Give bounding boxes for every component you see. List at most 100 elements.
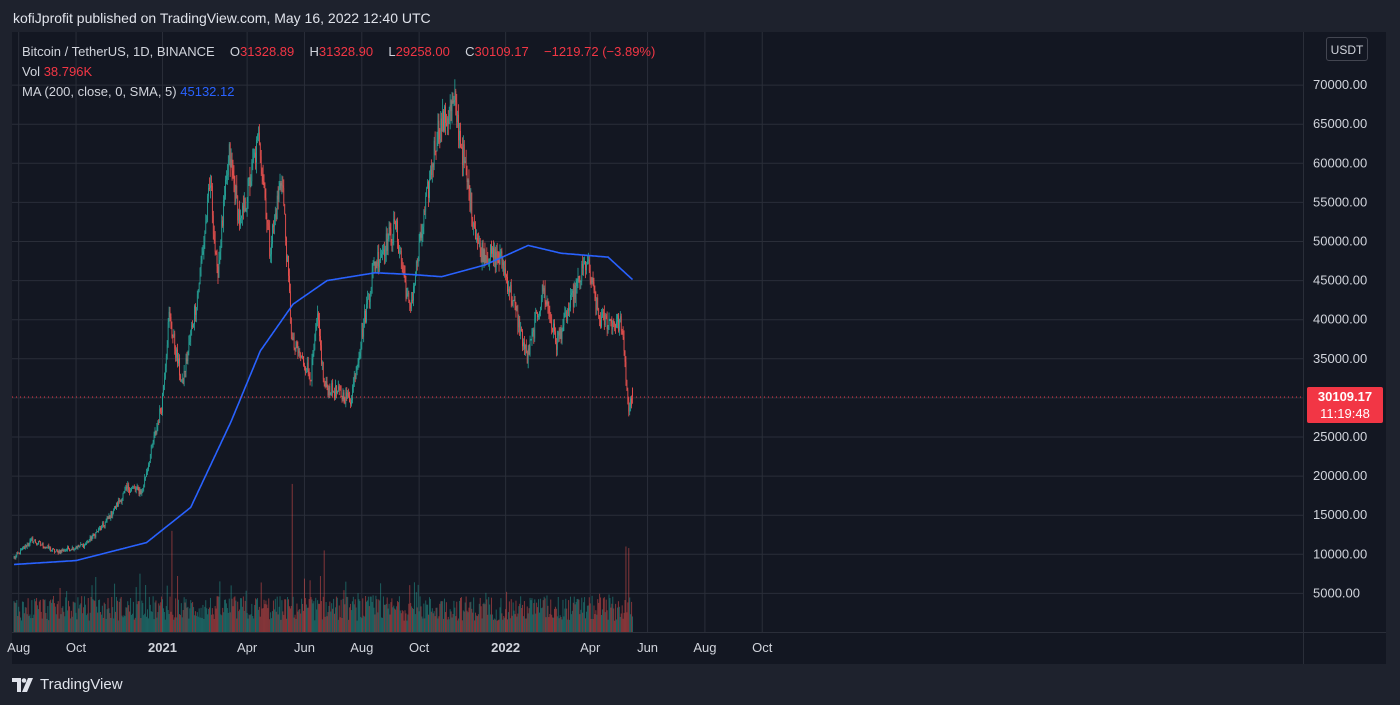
volume-bar <box>225 603 227 632</box>
candle-body <box>418 242 420 259</box>
volume-bar <box>205 600 207 632</box>
candle-body <box>146 472 147 477</box>
volume-bar <box>146 609 148 632</box>
candle-body <box>128 484 130 490</box>
chart-frame[interactable] <box>12 32 1386 664</box>
volume-bar <box>488 597 490 632</box>
candle-body <box>267 222 269 226</box>
candle-body <box>79 545 81 547</box>
volume-bar <box>522 604 524 632</box>
volume-bar <box>42 598 44 632</box>
volume-bar <box>399 610 401 632</box>
candle-body <box>552 327 553 332</box>
candle-body <box>17 553 19 554</box>
volume-bar <box>551 614 553 632</box>
candle-body <box>177 349 178 364</box>
candle-body <box>124 489 126 491</box>
volume-bar <box>92 599 94 632</box>
candle-body <box>404 274 406 283</box>
candle-body <box>337 390 338 394</box>
candle-body <box>45 547 47 549</box>
volume-bar <box>540 608 542 632</box>
volume-bar <box>620 613 622 632</box>
candle-body <box>444 106 445 131</box>
candle-body <box>522 330 523 347</box>
volume-bar <box>90 596 92 632</box>
candle-body <box>160 408 161 412</box>
candle-body <box>70 549 72 551</box>
volume-bar <box>589 603 591 632</box>
volume-bar <box>235 600 237 632</box>
volume-bar <box>350 610 352 632</box>
candle-body <box>46 547 48 549</box>
candle-body <box>395 220 396 230</box>
volume-bar <box>501 613 503 632</box>
volume-bar <box>220 614 222 632</box>
candle-body <box>469 190 471 211</box>
candle-body <box>290 291 291 318</box>
candle-body <box>413 286 414 301</box>
candle-body <box>329 386 331 395</box>
candle-body <box>600 319 601 327</box>
volume-bar <box>196 612 198 632</box>
volume-bar <box>385 603 387 632</box>
volume-bar <box>23 613 25 632</box>
candle-body <box>60 549 62 554</box>
volume-bar <box>536 602 538 632</box>
candle-body <box>35 540 36 543</box>
volume-bar <box>240 598 242 632</box>
volume-bar <box>268 598 270 632</box>
candle-body <box>373 261 375 264</box>
volume-bar <box>110 617 112 632</box>
candle-body <box>479 242 481 250</box>
volume-bar <box>559 615 561 632</box>
volume-bar <box>401 610 403 632</box>
volume-bar <box>238 611 240 632</box>
volume-bar <box>507 612 509 632</box>
volume-bar <box>519 603 521 632</box>
candle-body <box>318 313 319 321</box>
candle-body <box>437 120 439 143</box>
candle-body <box>515 302 517 311</box>
candle-body <box>292 337 294 341</box>
volume-bar <box>417 584 419 632</box>
volume-bar <box>343 590 345 632</box>
volume-bar <box>413 582 415 632</box>
candle-body <box>352 382 354 388</box>
volume-bar <box>412 608 414 632</box>
candle-body <box>220 247 222 252</box>
candle-body <box>86 541 88 543</box>
volume-bar <box>482 603 484 632</box>
volume-bar <box>603 597 605 632</box>
volume-bar <box>341 618 343 632</box>
volume-bar <box>28 616 30 632</box>
volume-bar <box>403 620 405 632</box>
volume-bar <box>594 614 596 632</box>
candle-body <box>181 379 183 380</box>
candle-body <box>167 322 169 345</box>
candle-body <box>580 280 582 283</box>
candle-body <box>122 493 124 499</box>
candle-body <box>629 407 631 412</box>
volume-bar <box>203 619 205 632</box>
volume-bar <box>306 607 308 632</box>
candle-body <box>584 261 585 265</box>
candle-body <box>464 160 466 163</box>
volume-bar <box>230 585 232 632</box>
volume-bar <box>397 601 399 632</box>
volume-bar <box>117 620 119 632</box>
candle-body <box>104 522 106 527</box>
volume-bar <box>444 612 446 632</box>
candle-body <box>118 500 120 502</box>
volume-bar <box>350 603 352 632</box>
candle-body <box>392 237 394 244</box>
candle-body <box>446 122 447 127</box>
volume-bar <box>514 614 516 632</box>
last-price-value: 30109.17 <box>1317 389 1373 404</box>
candle-body <box>298 351 300 353</box>
candle-body <box>44 547 46 549</box>
currency-button[interactable]: USDT <box>1326 37 1368 61</box>
candle-body <box>524 342 525 349</box>
tradingview-logo[interactable]: TradingView <box>12 676 123 693</box>
